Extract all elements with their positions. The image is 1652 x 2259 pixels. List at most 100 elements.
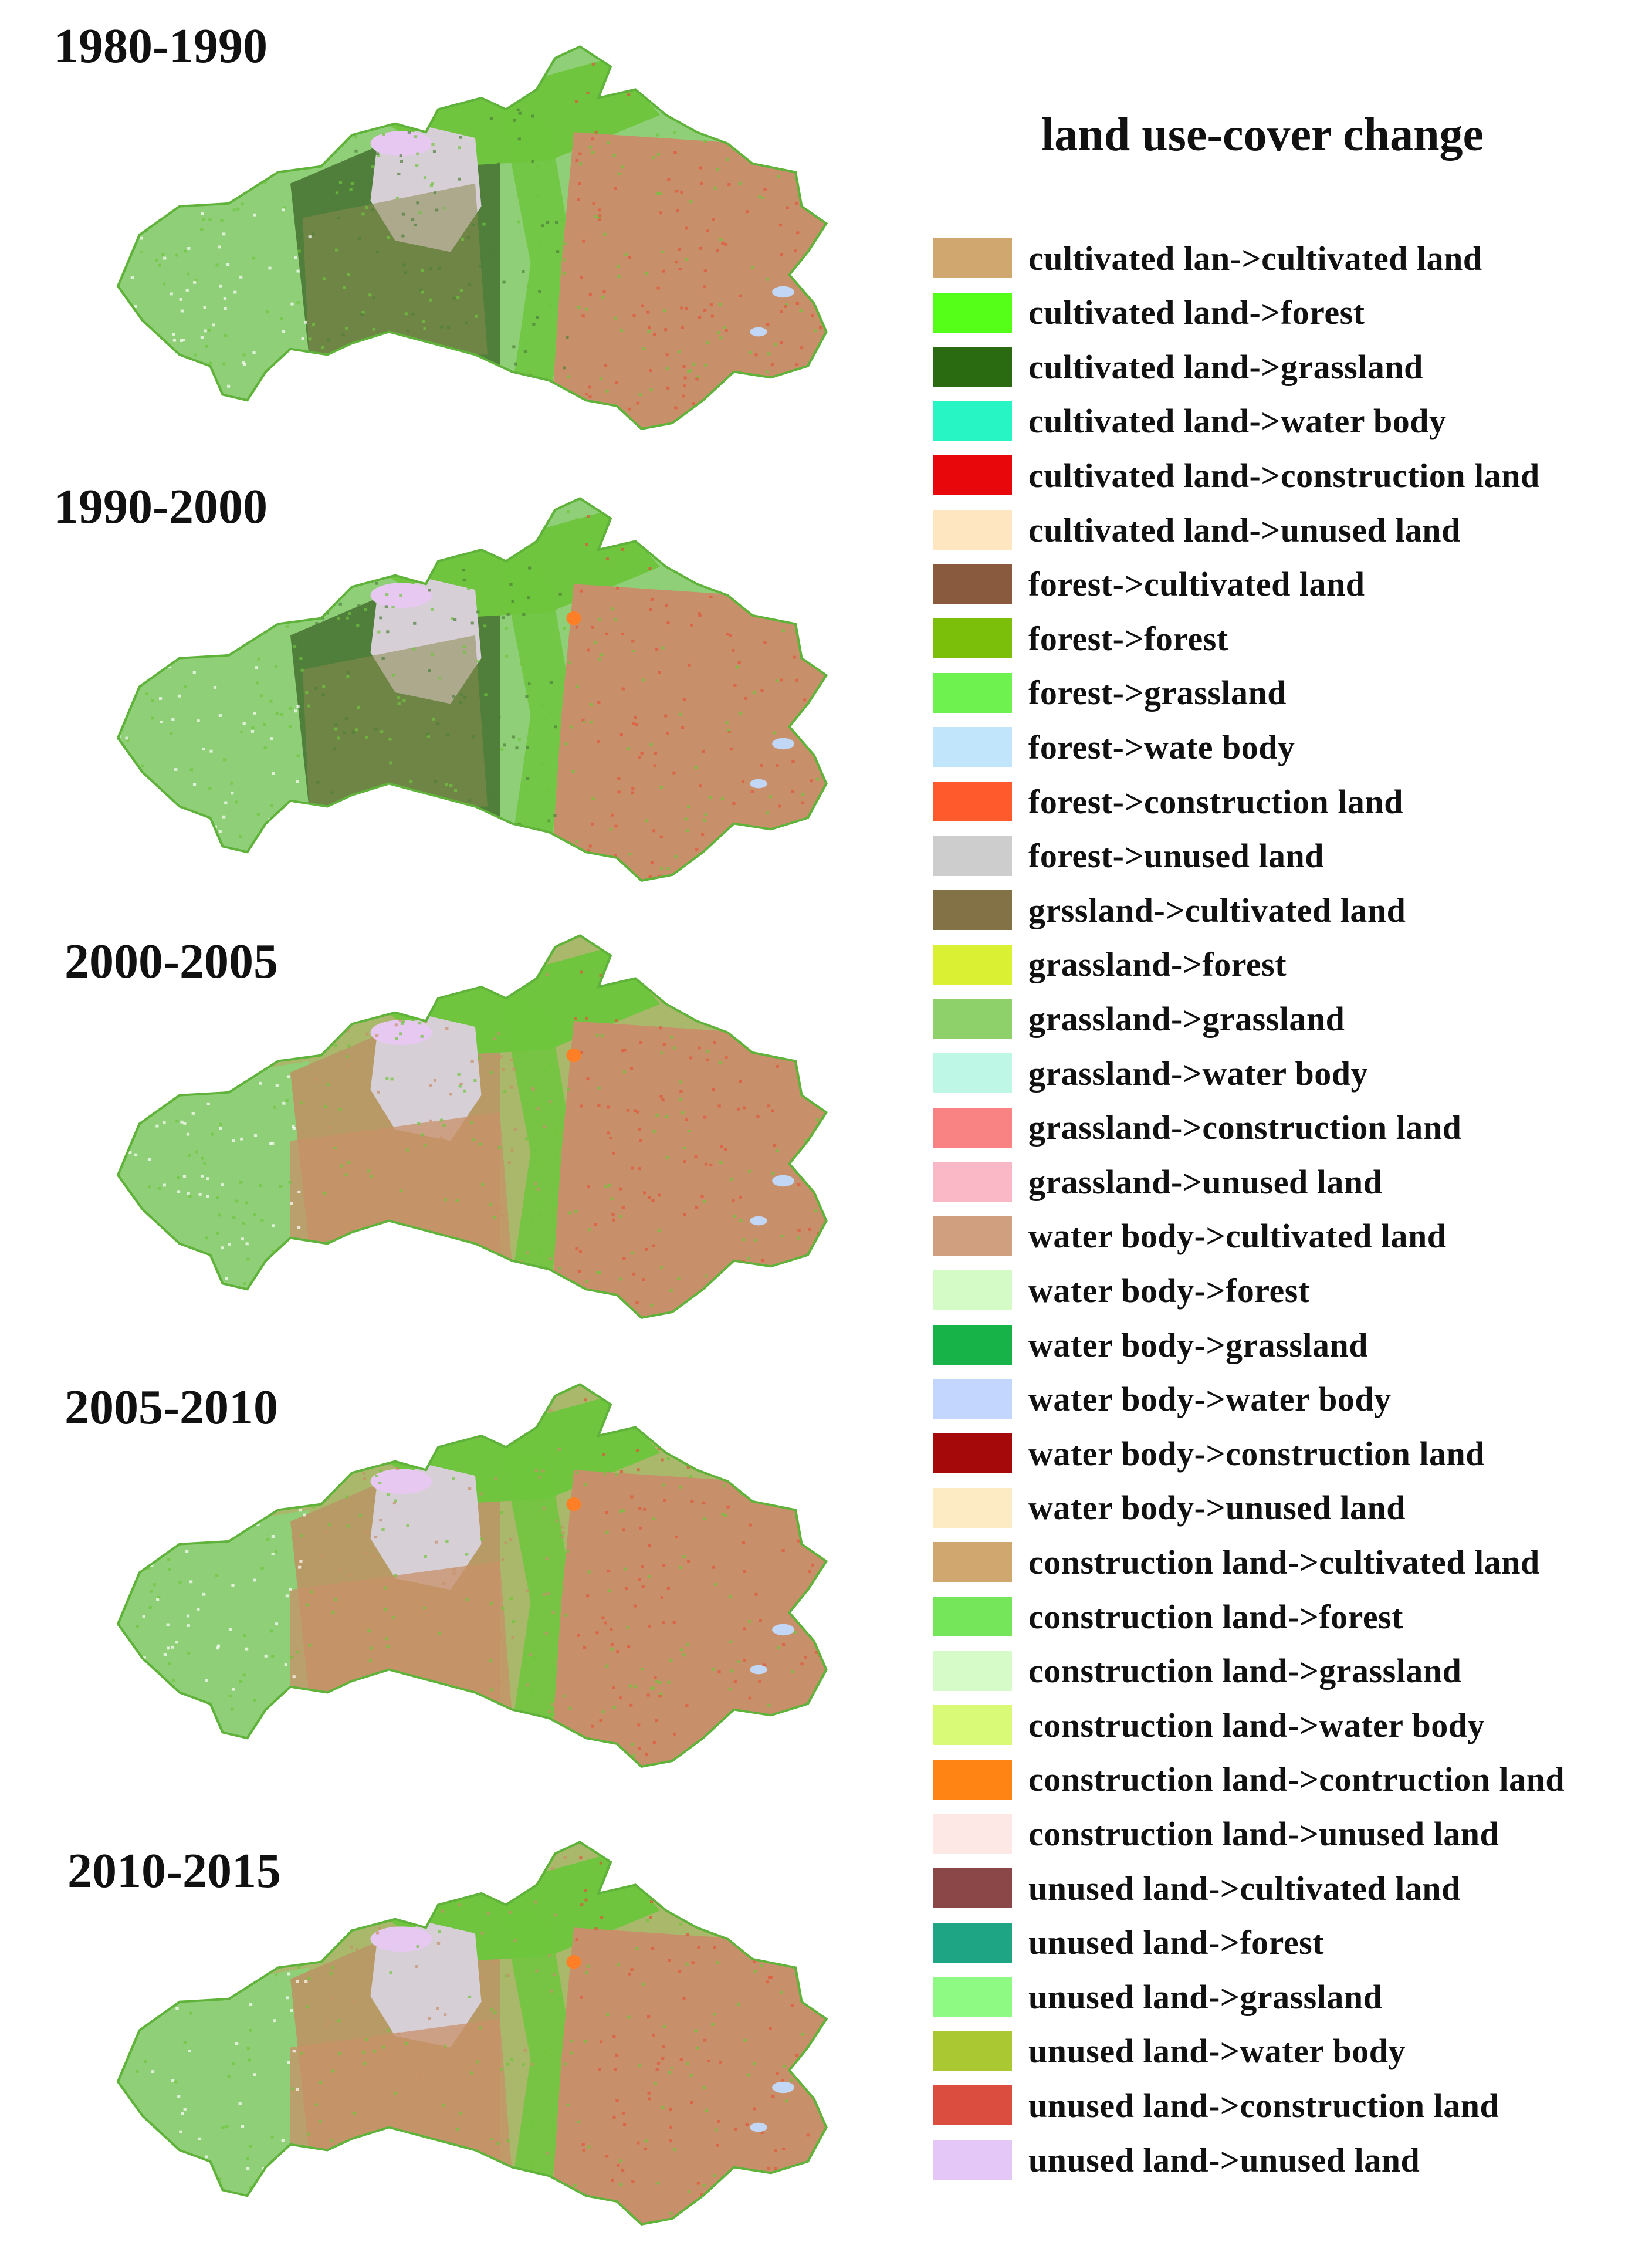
legend-label: forest->cultivated land bbox=[1028, 565, 1365, 604]
legend-item: unused land->unused land bbox=[933, 2136, 1643, 2183]
legend-label: unused land->grassland bbox=[1028, 1977, 1383, 2016]
legend-item: cultivated land->construction land bbox=[933, 452, 1643, 499]
legend-swatch bbox=[933, 292, 1012, 333]
legend-label: cultivated land->grassland bbox=[1028, 347, 1423, 386]
legend-item: construction land->contruction land bbox=[933, 1756, 1643, 1803]
legend-swatch bbox=[933, 564, 1012, 604]
legend-swatch bbox=[933, 944, 1012, 985]
legend-item: construction land->unused land bbox=[933, 1810, 1643, 1857]
legend-swatch bbox=[933, 1162, 1012, 1202]
legend-label: water body->unused land bbox=[1028, 1489, 1406, 1527]
legend-label: construction land->forest bbox=[1028, 1597, 1403, 1636]
legend-swatch bbox=[933, 1977, 1012, 2017]
legend-item: forest->unused land bbox=[933, 833, 1643, 880]
legend-item: water body->forest bbox=[933, 1267, 1643, 1314]
legend-item: cultivated land->forest bbox=[933, 289, 1643, 336]
legend-swatch bbox=[933, 2085, 1012, 2126]
period-label-2005-2010: 2005-2010 bbox=[65, 1380, 278, 1435]
legend-label: forest->forest bbox=[1028, 619, 1228, 658]
legend-label: unused land->construction land bbox=[1028, 2086, 1499, 2125]
legend-swatch bbox=[933, 618, 1012, 659]
legend-item: water body->construction land bbox=[933, 1430, 1643, 1477]
legend-item: construction land->forest bbox=[933, 1593, 1643, 1640]
legend-label: grassland->construction land bbox=[1028, 1108, 1462, 1147]
region-map bbox=[116, 934, 828, 1319]
legend-label: grssland->cultivated land bbox=[1028, 891, 1406, 929]
legend-item: construction land->cultivated land bbox=[933, 1538, 1643, 1585]
legend-item: water body->cultivated land bbox=[933, 1213, 1643, 1260]
legend-item: cultivated land->grassland bbox=[933, 343, 1643, 390]
legend-swatch bbox=[933, 1053, 1012, 1093]
legend-label: construction land->contruction land bbox=[1028, 1760, 1565, 1799]
legend-item: grassland->construction land bbox=[933, 1104, 1643, 1151]
legend-item: water body->unused land bbox=[933, 1484, 1643, 1531]
legend-item: forest->cultivated land bbox=[933, 561, 1643, 608]
legend-item: water body->water body bbox=[933, 1376, 1643, 1423]
legend-label: construction land->grassland bbox=[1028, 1652, 1462, 1690]
legend-swatch bbox=[933, 1433, 1012, 1474]
legend-label: construction land->cultivated land bbox=[1028, 1543, 1540, 1581]
legend-swatch bbox=[933, 455, 1012, 496]
legend-label: cultivated land->construction land bbox=[1028, 456, 1540, 495]
map-panel-1990-2000 bbox=[106, 487, 845, 898]
legend-item: forest->grassland bbox=[933, 669, 1643, 716]
legend-swatch bbox=[933, 1216, 1012, 1256]
legend-swatch bbox=[933, 347, 1012, 387]
legend-label: forest->construction land bbox=[1028, 782, 1403, 821]
legend-item: water body->grassland bbox=[933, 1321, 1643, 1368]
legend-item: construction land->water body bbox=[933, 1702, 1643, 1749]
legend-swatch bbox=[933, 1922, 1012, 1963]
region-map bbox=[116, 1841, 828, 2226]
map-panel-2000-2005 bbox=[106, 924, 845, 1335]
legend-label: water body->grassland bbox=[1028, 1325, 1369, 1364]
legend-swatch bbox=[933, 890, 1012, 931]
legend-swatch bbox=[933, 510, 1012, 550]
legend-item: cultivated land->water body bbox=[933, 398, 1643, 445]
legend-swatch bbox=[933, 782, 1012, 821]
legend-label: cultivated land->forest bbox=[1028, 293, 1365, 332]
legend-swatch bbox=[933, 1379, 1012, 1419]
legend-item: construction land->grassland bbox=[933, 1648, 1643, 1695]
map-panel-2010-2015 bbox=[106, 1831, 845, 2241]
legend-swatch bbox=[933, 1487, 1012, 1528]
legend-swatch bbox=[933, 2140, 1012, 2180]
region-map bbox=[116, 45, 828, 430]
legend-item: unused land->grassland bbox=[933, 1973, 1643, 2020]
legend-swatch bbox=[933, 401, 1012, 441]
legend-swatch bbox=[933, 1325, 1012, 1365]
legend-label: forest->unused land bbox=[1028, 837, 1324, 875]
legend-swatch bbox=[933, 1814, 1012, 1854]
legend-item: grassland->forest bbox=[933, 941, 1643, 988]
legend-item: unused land->forest bbox=[933, 1919, 1643, 1966]
region-map bbox=[116, 497, 828, 882]
legend-label: forest->wate body bbox=[1028, 728, 1295, 766]
legend-swatch bbox=[933, 1597, 1012, 1636]
legend-label: construction land->water body bbox=[1028, 1706, 1485, 1744]
legend-label: water body->cultivated land bbox=[1028, 1217, 1447, 1256]
legend-label: grassland->unused land bbox=[1028, 1162, 1383, 1201]
legend-label: water body->forest bbox=[1028, 1271, 1310, 1310]
legend-label: forest->grassland bbox=[1028, 674, 1287, 712]
period-label-1980-1990: 1980-1990 bbox=[54, 19, 268, 73]
legend-swatch bbox=[933, 1705, 1012, 1746]
legend-swatch bbox=[933, 999, 1012, 1039]
period-label-2000-2005: 2000-2005 bbox=[65, 934, 278, 989]
region-map bbox=[116, 1383, 828, 1768]
legend-label: grassland->water body bbox=[1028, 1054, 1369, 1093]
legend-item: forest->wate body bbox=[933, 723, 1643, 770]
legend-item: forest->forest bbox=[933, 615, 1643, 662]
legend-label: cultivated land->unused land bbox=[1028, 510, 1461, 549]
legend-label: unused land->cultivated land bbox=[1028, 1869, 1461, 1908]
legend-swatch bbox=[933, 727, 1012, 767]
legend-item: cultivated lan->cultivated land bbox=[933, 235, 1643, 282]
legend-item: grassland->unused land bbox=[933, 1158, 1643, 1205]
legend-item: cultivated land->unused land bbox=[933, 506, 1643, 553]
legend-label: unused land->forest bbox=[1028, 1923, 1324, 1962]
legend-label: grassland->grassland bbox=[1028, 999, 1345, 1038]
period-label-2010-2015: 2010-2015 bbox=[67, 1844, 281, 1898]
map-panel-2005-2010 bbox=[106, 1373, 845, 1784]
legend-item: grassland->water body bbox=[933, 1050, 1643, 1097]
legend-label: construction land->unused land bbox=[1028, 1814, 1499, 1853]
legend-label: grassland->forest bbox=[1028, 945, 1287, 984]
legend-swatch bbox=[933, 238, 1012, 278]
